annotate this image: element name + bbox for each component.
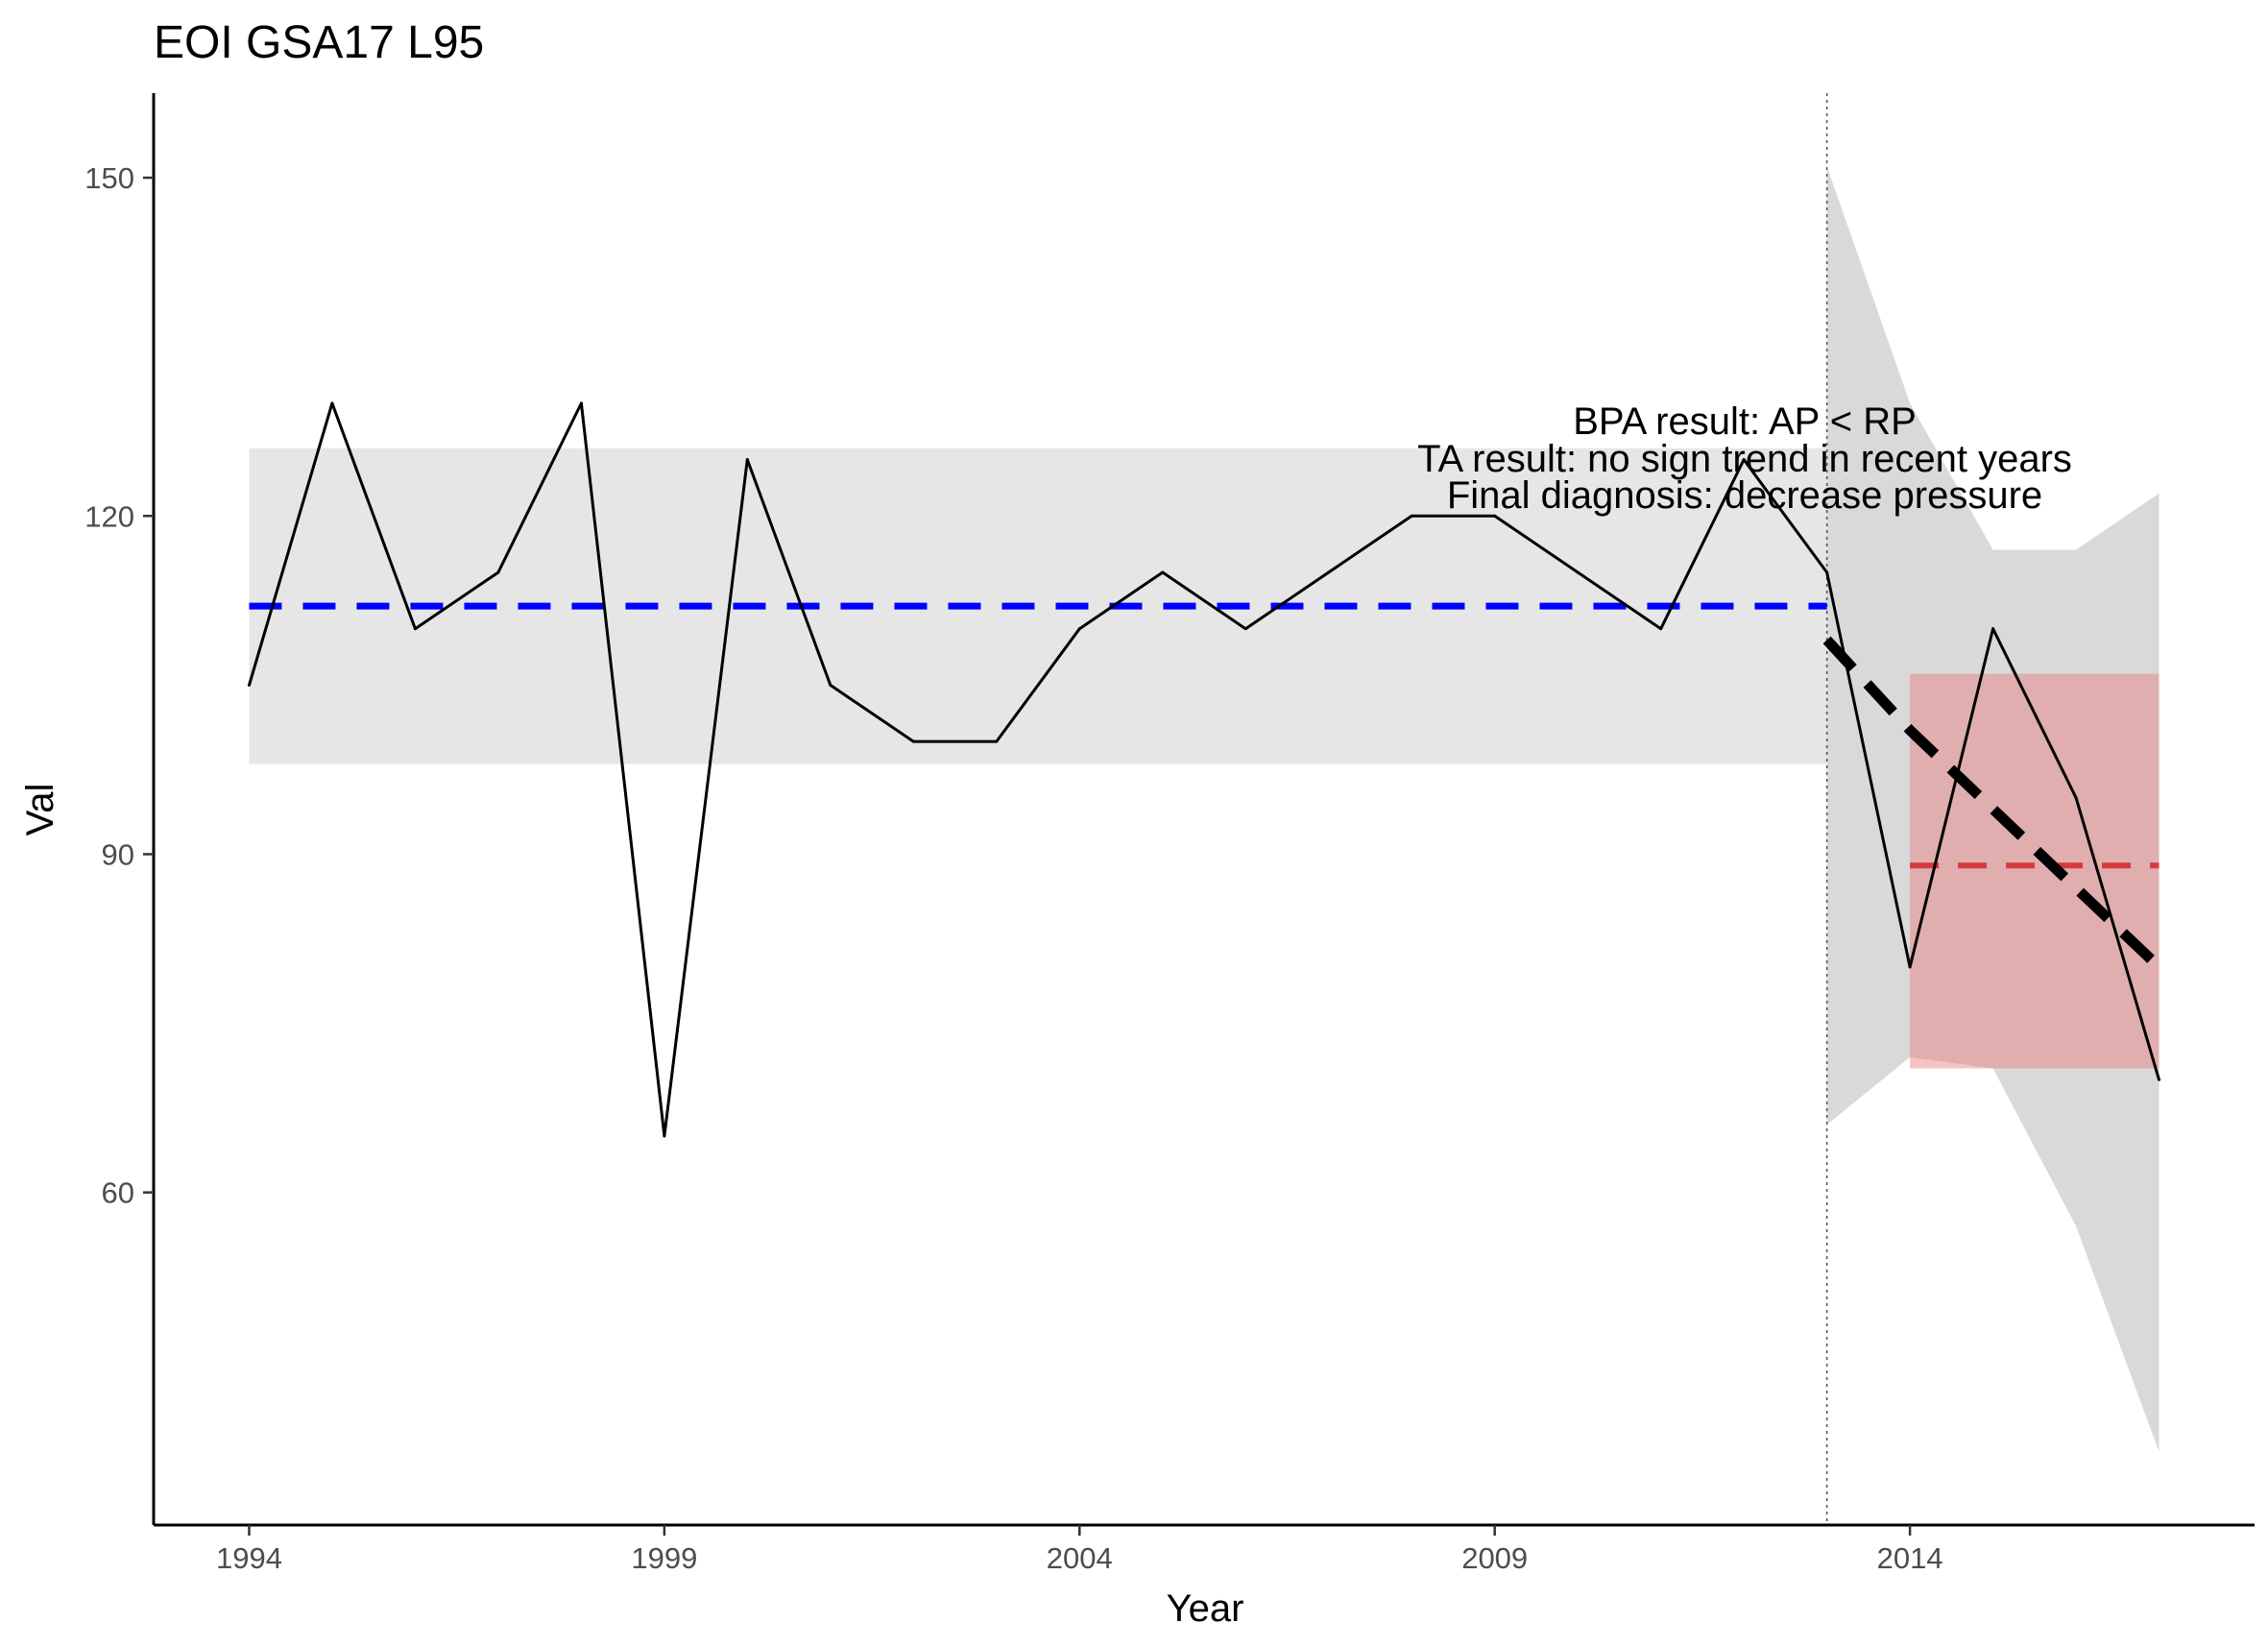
y-tick-label: 90	[102, 837, 134, 871]
trend-line-layer	[1822, 636, 2163, 971]
data-point	[1576, 570, 1580, 574]
y-tick-label: 60	[102, 1176, 134, 1210]
data-point	[579, 401, 583, 405]
y-axis-title: Val	[19, 784, 61, 836]
axes-layer	[152, 93, 2255, 1527]
series-layer	[247, 401, 2161, 1138]
data-point	[413, 627, 417, 631]
data-point	[1825, 570, 1829, 574]
data-point	[1908, 965, 1912, 969]
data-point	[911, 739, 915, 743]
data-point	[330, 401, 334, 405]
data-point	[496, 570, 500, 574]
x-tick-label: 1994	[216, 1541, 282, 1575]
annotation-bpa: BPA result: AP < RP	[1573, 400, 1917, 443]
data-point	[1077, 627, 1081, 631]
data-point	[247, 683, 251, 687]
y-tick-label: 120	[84, 499, 134, 533]
data-point	[1742, 458, 1746, 462]
data-point	[1493, 514, 1497, 518]
trend-fit-line	[1822, 636, 2163, 971]
data-point	[663, 1134, 666, 1138]
assessment-band	[1910, 673, 2159, 1069]
trend-ribbon	[1826, 166, 2159, 1452]
data-point	[995, 739, 999, 743]
data-point	[1243, 627, 1247, 631]
data-point	[745, 458, 749, 462]
trend-ribbon-layer	[1826, 166, 2159, 1452]
assessment-band-layer	[1910, 673, 2159, 1069]
x-tick-label: 2009	[1461, 1541, 1528, 1575]
data-point	[829, 683, 832, 687]
x-axis-title: Year	[1167, 1587, 1244, 1630]
data-point	[2158, 1078, 2161, 1081]
data-point	[1161, 570, 1165, 574]
annotation-diagnosis: Final diagnosis: decrease pressure	[1447, 474, 2042, 517]
x-ticks-layer: 1994 1999 2004 2009 2014	[216, 1525, 1943, 1575]
annotation-ta: TA result: no sign trend in recent years	[1417, 438, 2072, 480]
series-line-0	[248, 401, 2160, 1138]
y-tick-label: 150	[84, 161, 134, 195]
x-tick-label: 2014	[1877, 1541, 1943, 1575]
data-point	[2074, 796, 2078, 800]
data-point	[1659, 627, 1663, 631]
data-point	[1327, 570, 1331, 574]
x-tick-label: 2004	[1047, 1541, 1113, 1575]
x-tick-label: 1999	[631, 1541, 697, 1575]
y-ticks-layer: 60 90 120 150	[84, 161, 154, 1210]
data-point	[1991, 627, 1995, 631]
chart-title: EOI GSA17 L95	[154, 17, 484, 68]
data-point	[1410, 514, 1413, 518]
